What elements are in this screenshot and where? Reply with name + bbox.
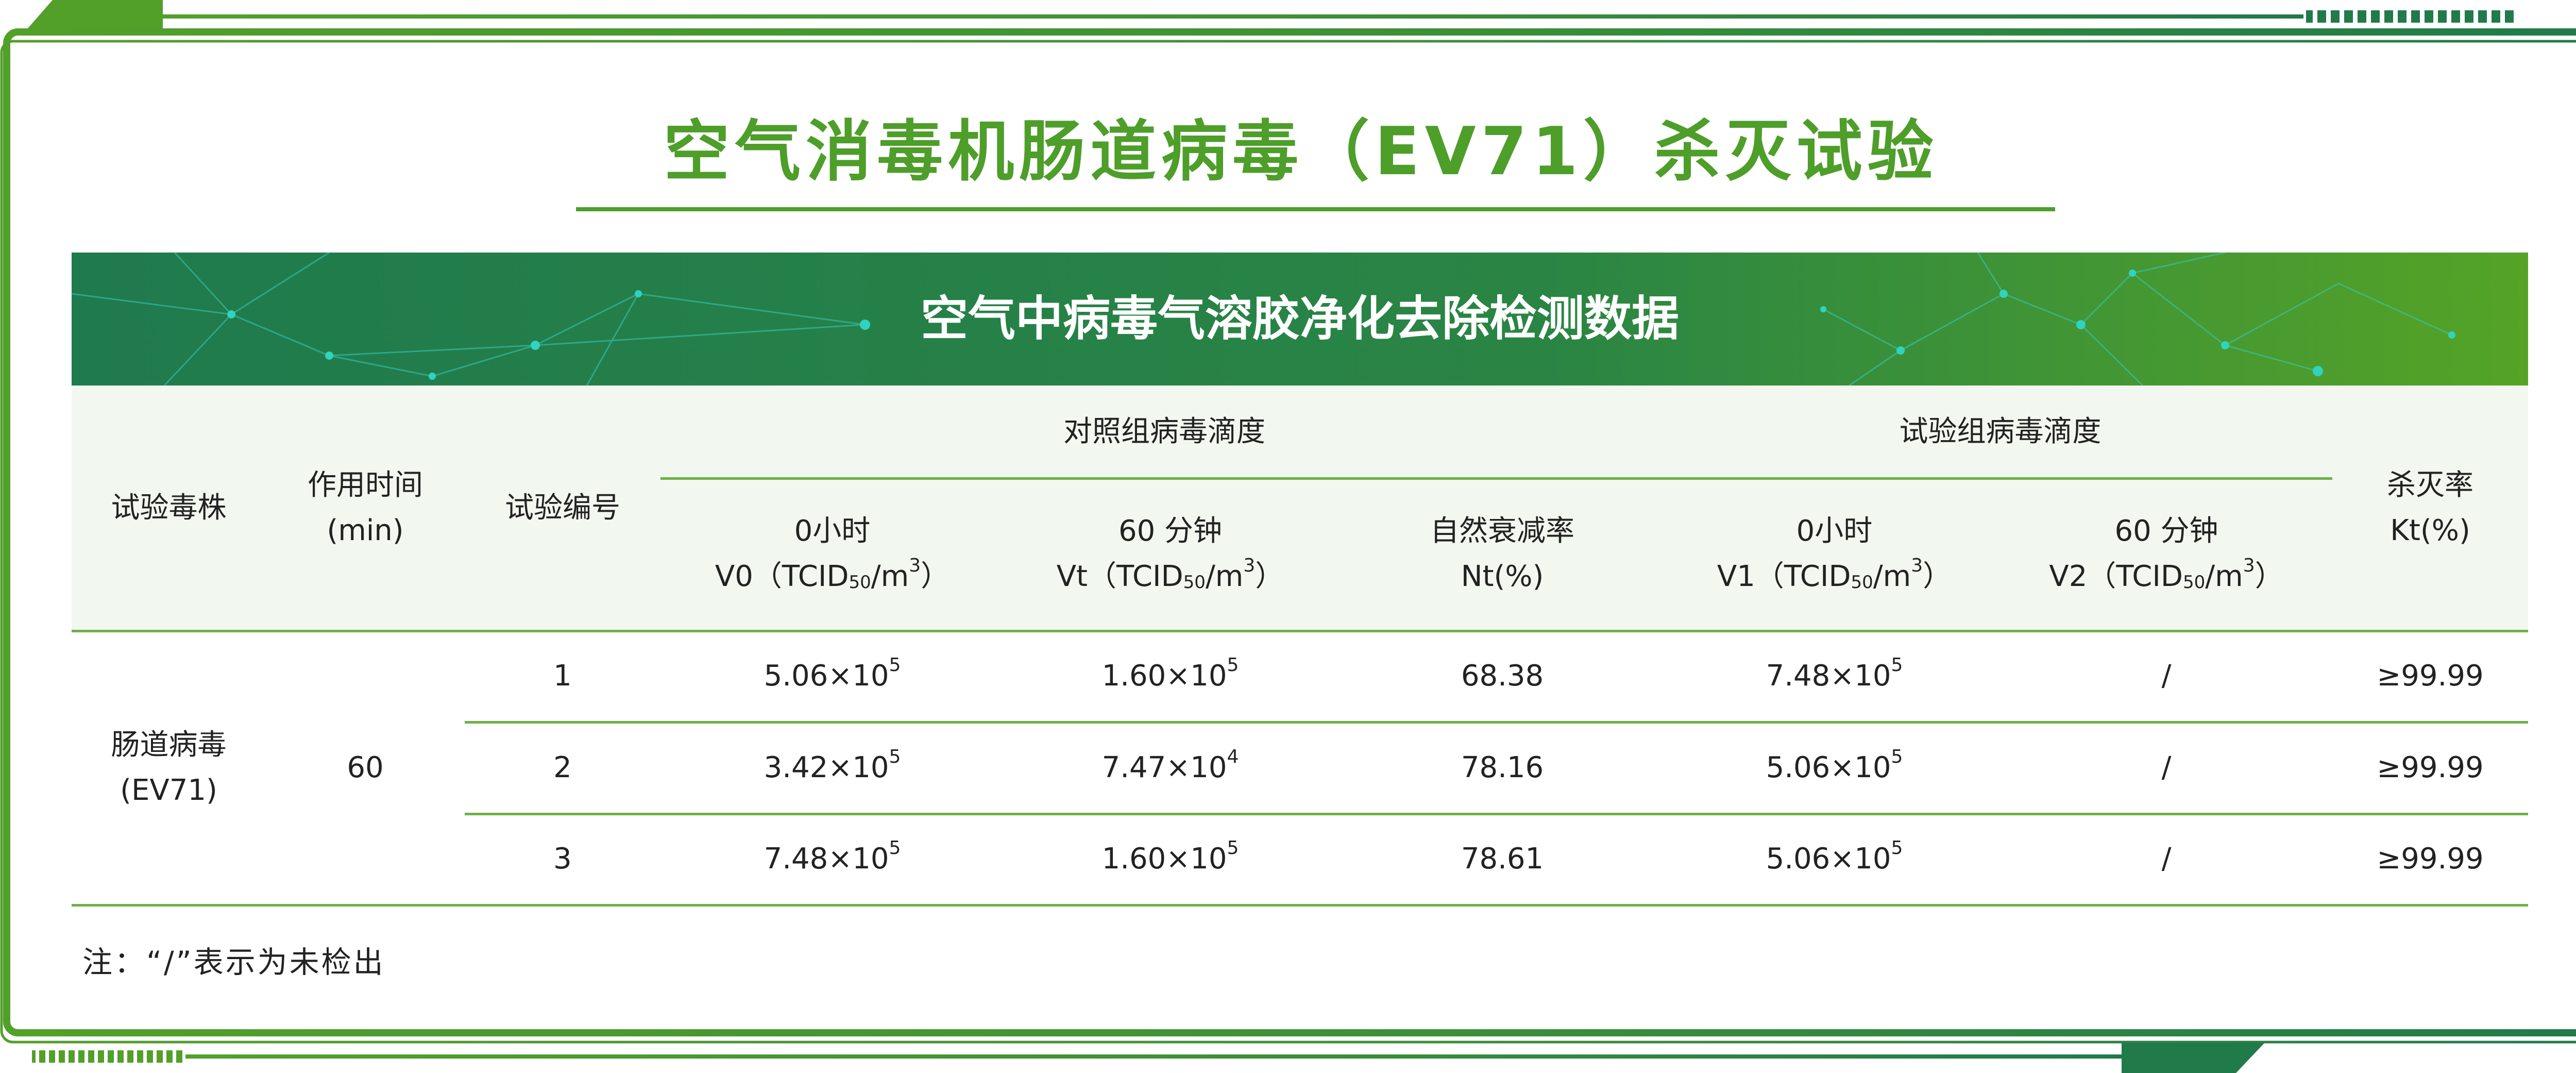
cell-value: 1 <box>553 659 572 693</box>
header-time-line2: (min) <box>327 514 404 547</box>
header-nt-line1: 自然衰减率 <box>1430 514 1574 548</box>
time-cell: 60 <box>266 631 465 905</box>
cell-no: 1 <box>465 631 660 722</box>
cell-value: / <box>2161 751 2172 784</box>
table-bottom-border <box>72 904 2528 907</box>
header-v0: 0小时 V0（TCID50/m3） <box>660 484 1004 624</box>
header-kt-line2: Kt(%) <box>2390 514 2470 547</box>
header-v2-line1: 60 分钟 <box>2114 514 2218 548</box>
header-kt: 杀灭率 Kt(%) <box>2332 385 2528 631</box>
cell-value: 68.38 <box>1461 659 1544 693</box>
cell-nt: 78.61 <box>1336 814 1668 904</box>
cell-kt: ≥99.99 <box>2332 631 2528 722</box>
strain-line2: (EV71) <box>120 774 217 807</box>
header-vt: 60 分钟 Vt（TCID50/m3） <box>1004 484 1336 624</box>
page-title: 空气消毒机肠道病毒（EV71）杀灭试验 <box>664 113 1939 190</box>
header-vt-line1: 60 分钟 <box>1118 514 1223 548</box>
header-time-line1: 作用时间 <box>308 468 423 502</box>
header-bottom-border <box>72 630 2528 632</box>
header-v1: 0小时 V1（TCID50/m3） <box>1668 484 2001 624</box>
strain-line1: 肠道病毒 <box>111 728 227 762</box>
cell-value: 5.06×105 <box>764 655 901 693</box>
cell-no: 2 <box>465 723 660 813</box>
row-divider <box>465 813 2528 815</box>
cell-v0: 5.06×105 <box>660 631 1004 722</box>
cell-no: 3 <box>465 814 660 904</box>
cell-nt: 68.38 <box>1336 631 1668 722</box>
cell-v1: 5.06×105 <box>1668 814 2001 904</box>
cell-value: 7.48×105 <box>764 837 901 876</box>
footnote: 注：“/”表示为未检出 <box>82 945 385 980</box>
cell-v1: 5.06×105 <box>1668 723 2001 813</box>
cell-v2: / <box>2001 814 2332 904</box>
table-header-background <box>72 385 2528 631</box>
cell-value: 1.60×105 <box>1101 655 1239 693</box>
network-pattern-decoration <box>72 253 2455 385</box>
header-nt: 自然衰减率 Nt(%) <box>1336 484 1668 624</box>
cell-value: 5.06×105 <box>1766 746 1903 785</box>
cell-v1: 7.48×105 <box>1668 631 2001 722</box>
cell-v0: 3.42×105 <box>660 723 1004 813</box>
cell-value: 3 <box>553 842 572 876</box>
cell-value: 2 <box>553 751 572 784</box>
cell-nt: 78.16 <box>1336 723 1668 813</box>
header-vt-line2: Vt（TCID50/m3） <box>1056 555 1284 594</box>
cell-value: 78.61 <box>1461 842 1544 876</box>
title-underline <box>576 207 2055 211</box>
cell-value: 3.42×105 <box>764 746 901 785</box>
cell-vt: 7.47×104 <box>1004 723 1336 813</box>
cell-value: ≥99.99 <box>2377 751 2484 784</box>
cell-v2: / <box>2001 723 2332 813</box>
cell-value: ≥99.99 <box>2377 842 2484 876</box>
group-divider <box>660 477 2332 480</box>
cell-value: 7.47×104 <box>1101 746 1239 785</box>
header-test-group: 试验组病毒滴度 <box>1668 385 2332 478</box>
cell-kt: ≥99.99 <box>2332 723 2528 813</box>
cell-value: 7.48×105 <box>1766 655 1903 693</box>
table-banner: 空气中病毒气溶胶净化去除检测数据 <box>72 253 2528 385</box>
header-time: 作用时间 (min) <box>266 385 465 631</box>
cell-value: / <box>2161 659 2172 693</box>
header-v2-line2: V2（TCID50/m3） <box>2049 555 2284 594</box>
strain-cell: 肠道病毒 (EV71) <box>72 631 266 905</box>
header-v0-line2: V0（TCID50/m3） <box>715 555 950 594</box>
cell-kt: ≥99.99 <box>2332 814 2528 904</box>
header-v0-line1: 0小时 <box>794 514 871 548</box>
header-v1-line2: V1（TCID50/m3） <box>1717 555 1952 594</box>
header-test-group-label: 试验组病毒滴度 <box>1899 415 2102 448</box>
cell-vt: 1.60×105 <box>1004 814 1336 904</box>
cell-vt: 1.60×105 <box>1004 631 1336 722</box>
header-test-no: 试验编号 <box>465 385 660 631</box>
cell-v2: / <box>2001 631 2332 722</box>
row-divider <box>465 721 2528 724</box>
header-v2: 60 分钟 V2（TCID50/m3） <box>2001 484 2332 624</box>
header-control-group: 对照组病毒滴度 <box>660 385 1668 478</box>
banner-title: 空气中病毒气溶胶净化去除检测数据 <box>920 291 1679 346</box>
cell-value: 5.06×105 <box>1766 837 1903 876</box>
header-control-group-label: 对照组病毒滴度 <box>1063 415 1265 448</box>
cell-value: 1.60×105 <box>1101 837 1239 876</box>
cell-value: / <box>2161 842 2172 876</box>
header-test-no-label: 试验编号 <box>505 491 620 525</box>
header-strain-label: 试验毒株 <box>111 491 227 525</box>
cell-value: 78.16 <box>1461 751 1544 784</box>
cell-v0: 7.48×105 <box>660 814 1004 904</box>
header-v1-line1: 0小时 <box>1796 514 1873 548</box>
cell-value: ≥99.99 <box>2377 659 2484 693</box>
header-nt-line2: Nt(%) <box>1461 560 1544 593</box>
header-kt-line1: 杀灭率 <box>2387 468 2473 502</box>
time-value: 60 <box>347 751 384 784</box>
header-strain: 试验毒株 <box>72 385 266 631</box>
